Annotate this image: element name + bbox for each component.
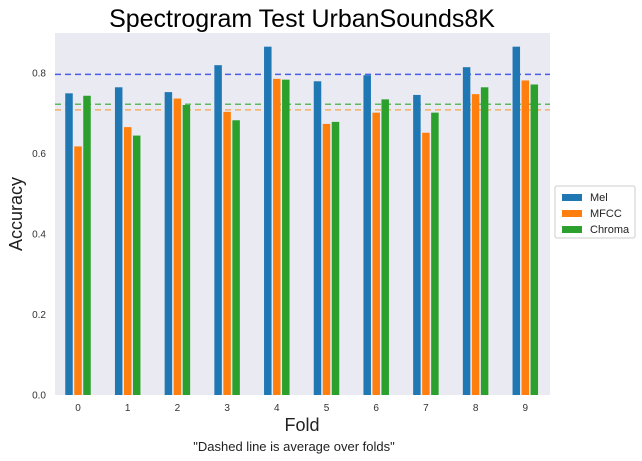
legend-label-mfcc: MFCC [590, 208, 622, 220]
x-tick-label: 8 [473, 403, 479, 414]
y-tick-label: 0.0 [32, 391, 46, 402]
x-tick-label: 0 [75, 403, 81, 414]
x-tick-label: 5 [324, 403, 330, 414]
x-tick-label: 7 [423, 403, 429, 414]
bar-mel-fold-9 [512, 46, 521, 395]
x-tick-label: 2 [175, 403, 181, 414]
y-tick-label: 0.8 [32, 69, 46, 80]
bar-chroma-fold-8 [480, 87, 489, 396]
bar-mel-fold-0 [65, 93, 73, 395]
bar-chroma-fold-3 [232, 120, 240, 395]
bar-mfcc-fold-3 [223, 111, 231, 395]
bar-chroma-fold-6 [381, 99, 389, 395]
chart-caption: "Dashed line is average over folds" [193, 439, 395, 454]
x-tick-label: 6 [373, 403, 379, 414]
bar-mfcc-fold-6 [372, 112, 380, 395]
bar-mfcc-fold-8 [471, 94, 480, 395]
x-axis-ticks: 0 1 2 3 4 5 6 7 8 9 [75, 403, 528, 414]
x-axis-label: Fold [284, 415, 319, 435]
bar-chroma-fold-4 [282, 79, 290, 395]
bar-chroma-fold-2 [182, 104, 191, 396]
bar-chroma-fold-1 [132, 135, 141, 396]
legend-swatch-mfcc [562, 210, 582, 217]
bar-mfcc-fold-5 [322, 123, 331, 395]
x-tick-label: 3 [224, 403, 230, 414]
bar-mel-fold-6 [363, 75, 371, 395]
y-axis-ticks: 0.0 0.2 0.4 0.6 0.8 [32, 69, 46, 402]
bar-mel-fold-2 [164, 92, 173, 396]
legend-swatch-mel [562, 194, 582, 201]
bar-mel-fold-5 [313, 81, 322, 396]
bar-chroma-fold-9 [530, 84, 539, 396]
bar-mfcc-fold-7 [422, 132, 430, 396]
x-tick-label: 4 [274, 403, 280, 414]
bar-chroma-fold-5 [331, 121, 340, 395]
x-tick-label: 1 [125, 403, 131, 414]
bar-mfcc-fold-1 [123, 127, 132, 396]
bar-mfcc-fold-2 [173, 98, 182, 395]
y-tick-label: 0.2 [32, 310, 46, 321]
bar-mfcc-fold-9 [521, 80, 530, 395]
bar-mel-fold-4 [264, 46, 272, 395]
bar-chroma-fold-7 [431, 112, 439, 395]
bar-chroma-fold-0 [83, 95, 91, 395]
legend-swatch-chroma [562, 226, 582, 233]
bars [65, 46, 539, 396]
legend-label-mel: Mel [590, 192, 608, 204]
legend-label-chroma: Chroma [590, 224, 630, 236]
bar-mel-fold-7 [413, 94, 421, 395]
chart-title: Spectrogram Test UrbanSounds8K [109, 5, 495, 33]
x-tick-label: 9 [523, 403, 529, 414]
bar-mel-fold-8 [462, 67, 471, 395]
y-axis-label: Accuracy [6, 177, 26, 251]
y-tick-label: 0.6 [32, 149, 46, 160]
bar-mfcc-fold-0 [74, 146, 82, 395]
bar-mel-fold-3 [214, 65, 222, 395]
legend: Mel MFCC Chroma [554, 185, 636, 239]
bar-mel-fold-1 [114, 87, 123, 396]
bar-mfcc-fold-4 [273, 78, 281, 395]
y-tick-label: 0.4 [32, 230, 46, 241]
